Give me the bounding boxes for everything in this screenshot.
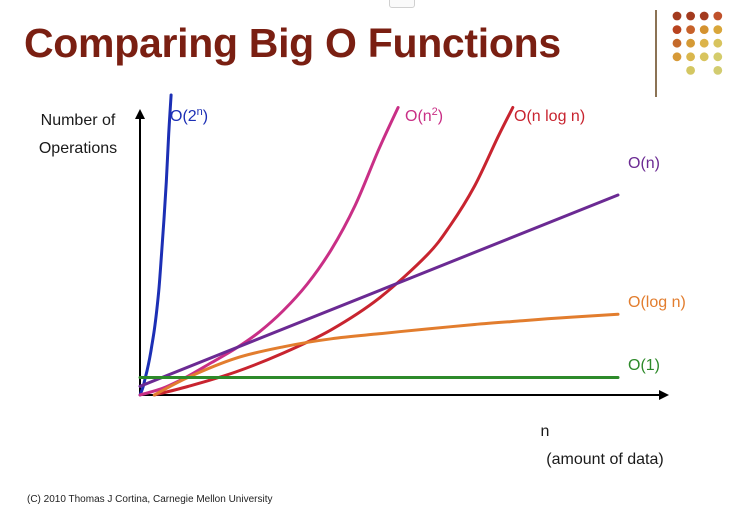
- series-line-1: [138, 106, 400, 397]
- slide-title: Comparing Big O Functions: [24, 20, 561, 66]
- decorative-dot: [672, 52, 682, 62]
- decorative-dot: [699, 38, 709, 48]
- decorative-dot: [699, 25, 709, 34]
- series-label-0: O(2n): [170, 106, 208, 125]
- decorative-dot: [713, 25, 723, 34]
- series-label-2: O(n log n): [514, 108, 585, 125]
- x-axis-label-line-1: n: [541, 423, 550, 440]
- decorative-dot: [713, 11, 723, 21]
- decorative-dot: [672, 11, 682, 21]
- decorative-dot: [699, 52, 709, 62]
- decorative-dot: [713, 38, 723, 48]
- decorative-dot: [672, 25, 682, 34]
- decorative-dot: [686, 38, 695, 48]
- series-label-3: O(n): [628, 155, 660, 172]
- series-labels: O(2n) O(n2) O(n log n) O(n) O(log n) O(1): [170, 106, 686, 374]
- window-handle[interactable]: [389, 0, 415, 8]
- decorative-dot: [713, 66, 723, 75]
- series-group: [138, 93, 620, 397]
- decorative-dot: [686, 52, 695, 62]
- series-label-1: O(n2): [405, 106, 443, 125]
- decorative-dot-grid: [672, 11, 723, 75]
- decorative-dot: [686, 11, 695, 21]
- decorative-dot: [699, 11, 709, 21]
- series-line-2: [152, 106, 515, 397]
- y-axis-label-line-1: Number of: [41, 112, 116, 129]
- series-label-5: O(1): [628, 357, 660, 374]
- decorative-dot: [686, 25, 695, 34]
- y-axis-label-line-2: Operations: [39, 140, 117, 157]
- decorative-dot: [686, 66, 695, 75]
- series-line-4: [152, 312, 620, 397]
- x-axis-label-line-2: (amount of data): [546, 451, 663, 468]
- decorative-dot: [713, 52, 723, 62]
- series-label-4: O(log n): [628, 294, 686, 311]
- series-line-3: [138, 193, 620, 388]
- copyright-footer: (C) 2010 Thomas J Cortina, Carnegie Mell…: [27, 494, 273, 505]
- title-divider: [655, 10, 657, 97]
- series-line-0: [138, 93, 173, 397]
- decorative-dot: [672, 38, 682, 48]
